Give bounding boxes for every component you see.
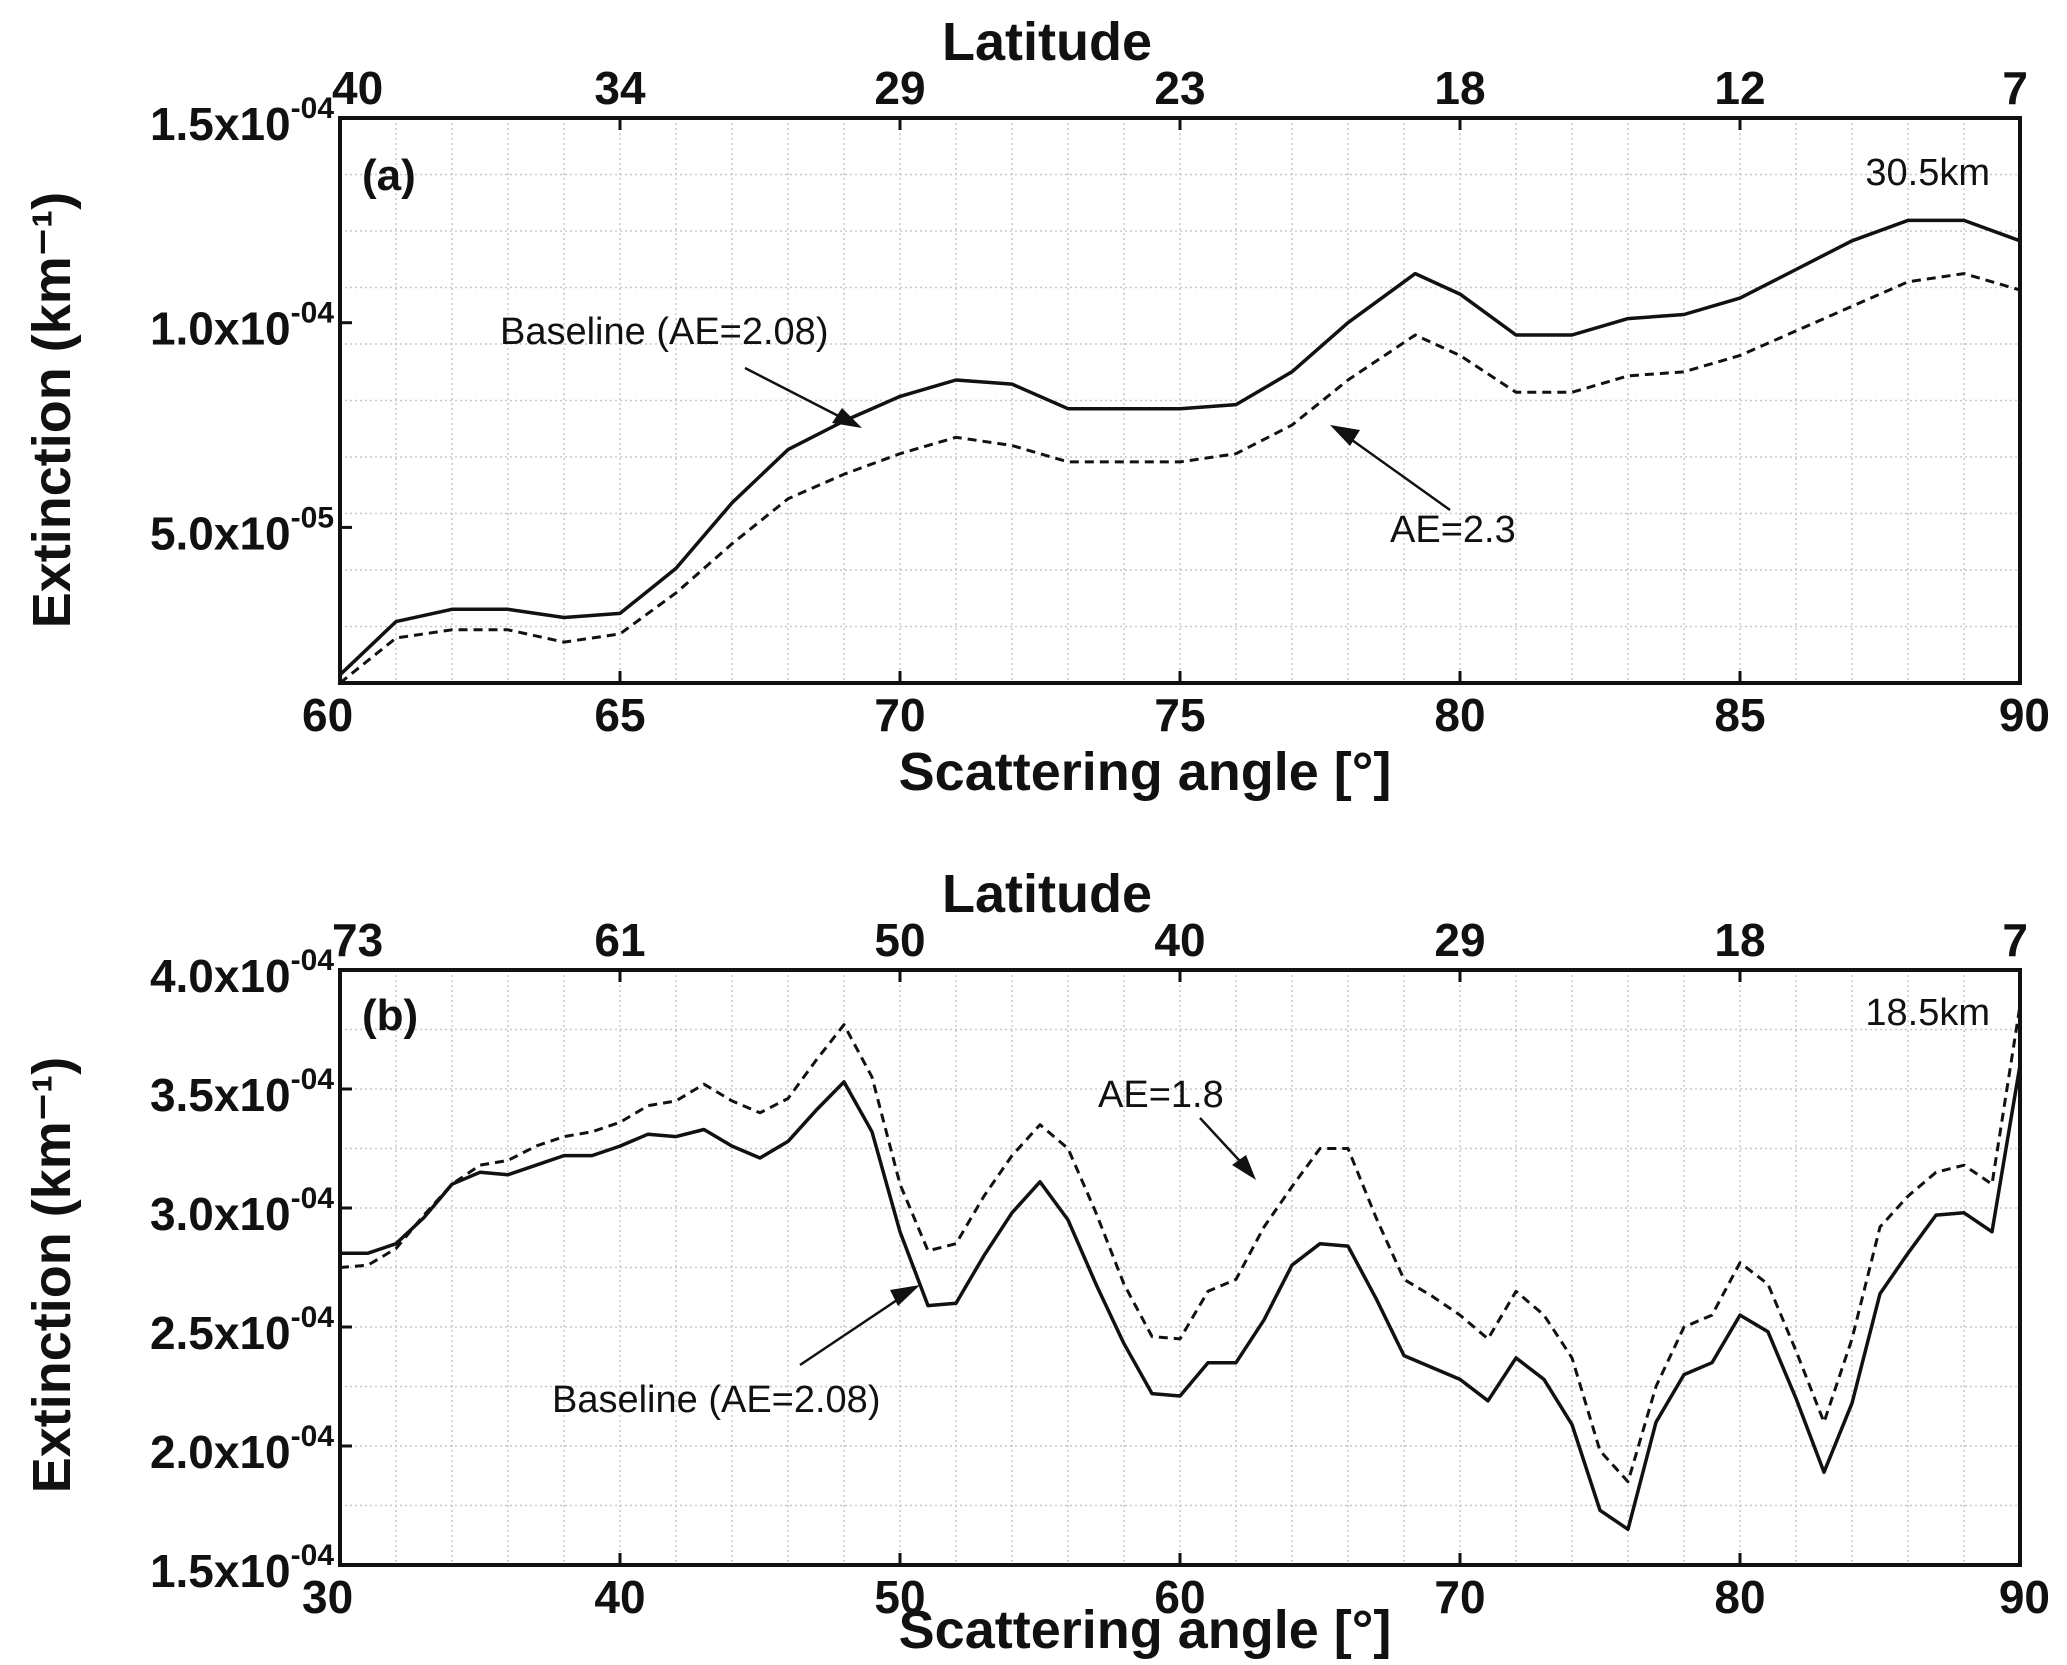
x-tick-label: 30 (302, 1571, 353, 1623)
panel-a: 60 65 70 75 80 85 90 40 34 29 23 18 12 7 5.0x10-05 1.… (22, 12, 2050, 802)
annotation-ae23-a: AE=2.3 (1330, 425, 1516, 551)
y-tick-label: 3.0x10-04 (150, 1182, 334, 1240)
x-tick-label: 75 (1154, 689, 1205, 741)
arrow-baseline-b (799, 1288, 913, 1367)
x-tick-label: 80 (1714, 1571, 1765, 1623)
y-tick-label: 1.0x10-04 (150, 297, 334, 355)
x-tick-label: 40 (594, 1571, 645, 1623)
series-line-b-1 (339, 1005, 2022, 1484)
series-line-b-0 (340, 1064, 2022, 1532)
x-ticks-b: 30 40 50 60 70 80 90 (302, 1553, 2050, 1623)
arrowhead-ae23-a (1330, 425, 1360, 446)
arrowhead-baseline-b (890, 1285, 920, 1306)
y-tick-label: 2.5x10-04 (150, 1301, 334, 1359)
top-tick-label: 12 (1714, 62, 1765, 114)
x-tick-label: 80 (1434, 689, 1485, 741)
x-tick-label: 90 (1999, 1571, 2050, 1623)
annotation-ae18-b: AE=1.8 (1098, 1074, 1256, 1180)
series-layer-a (338, 218, 2021, 685)
series-line-a-1 (339, 272, 2021, 685)
top-tick-label: 18 (1434, 62, 1485, 114)
x-tick-label: 90 (1999, 689, 2050, 741)
altitude-label-a: 30.5km (1865, 152, 1990, 194)
grid-a (340, 118, 2020, 683)
top-ticks-a: 40 34 29 23 18 12 7 (332, 62, 2028, 130)
panel-label-a: (a) (362, 151, 416, 200)
top-tick-label: 34 (594, 62, 646, 114)
arrow-ae23-a (1337, 428, 1451, 512)
grid-b (340, 970, 2020, 1565)
y-tick-label: 1.5x10-04 (150, 1539, 334, 1597)
top-tick-label: 73 (332, 914, 383, 966)
x-tick-label: 50 (874, 1571, 925, 1623)
y-axis-title-b: Extinction (km⁻¹) (22, 1057, 82, 1494)
top-tick-label: 29 (874, 62, 925, 114)
top-tick-label: 18 (1714, 914, 1765, 966)
top-axis-title-a: Latitude (942, 12, 1152, 72)
x-tick-label: 60 (1154, 1571, 1205, 1623)
annotation-baseline-a: Baseline (AE=2.08) (500, 311, 862, 428)
y-tick-label: 3.5x10-04 (150, 1063, 334, 1121)
top-ticks-b: 73 61 50 40 29 18 7 (332, 914, 2028, 982)
arrowhead-ae18-b (1232, 1155, 1256, 1180)
top-tick-label: 50 (874, 914, 925, 966)
annotation-text-baseline-a: Baseline (AE=2.08) (500, 311, 828, 353)
top-tick-label: 40 (1154, 914, 1205, 966)
series-layer-b (339, 1005, 2022, 1532)
panel-b: 30 40 50 60 70 80 90 73 61 50 40 29 18 7 1.5x10-04 2.… (22, 864, 2050, 1660)
annotation-baseline-b: Baseline (AE=2.08) (552, 1285, 920, 1421)
x-tick-label: 85 (1714, 689, 1765, 741)
x-tick-label: 60 (302, 689, 353, 741)
y-ticks-a: 5.0x10-05 1.0x10-04 1.5x10-04 (150, 92, 352, 559)
x-axis-title-a: Scattering angle [°] (899, 742, 1392, 802)
top-tick-label: 40 (332, 62, 383, 114)
y-tick-label: 1.5x10-04 (150, 92, 334, 150)
series-line-a-0 (338, 218, 2021, 677)
y-tick-label: 4.0x10-04 (150, 944, 334, 1002)
x-axis-title-b: Scattering angle [°] (899, 1600, 1392, 1660)
x-tick-label: 65 (594, 689, 645, 741)
x-tick-label: 70 (1434, 1571, 1485, 1623)
annotation-text-baseline-b: Baseline (AE=2.08) (552, 1379, 880, 1421)
y-ticks-b: 1.5x10-04 2.0x10-04 2.5x10-04 3.0x10-04 3.5x… (150, 944, 352, 1597)
top-tick-label: 61 (594, 914, 645, 966)
top-axis-title-b: Latitude (942, 864, 1152, 924)
y-tick-label: 2.0x10-04 (150, 1420, 334, 1478)
arrowhead-baseline-a (832, 408, 862, 428)
y-axis-title-a: Extinction (km⁻¹) (22, 192, 82, 629)
x-ticks-a: 60 65 70 75 80 85 90 (302, 671, 2050, 741)
top-tick-label: 23 (1154, 62, 1205, 114)
annotation-text-ae23-a: AE=2.3 (1390, 509, 1516, 551)
altitude-label-b: 18.5km (1865, 992, 1990, 1034)
panel-label-b: (b) (362, 991, 418, 1040)
top-tick-label: 7 (2002, 62, 2028, 114)
x-tick-label: 70 (874, 689, 925, 741)
top-tick-label: 7 (2002, 914, 2028, 966)
top-tick-label: 29 (1434, 914, 1485, 966)
y-tick-label: 5.0x10-05 (150, 501, 334, 559)
annotation-text-ae18-b: AE=1.8 (1098, 1074, 1224, 1116)
